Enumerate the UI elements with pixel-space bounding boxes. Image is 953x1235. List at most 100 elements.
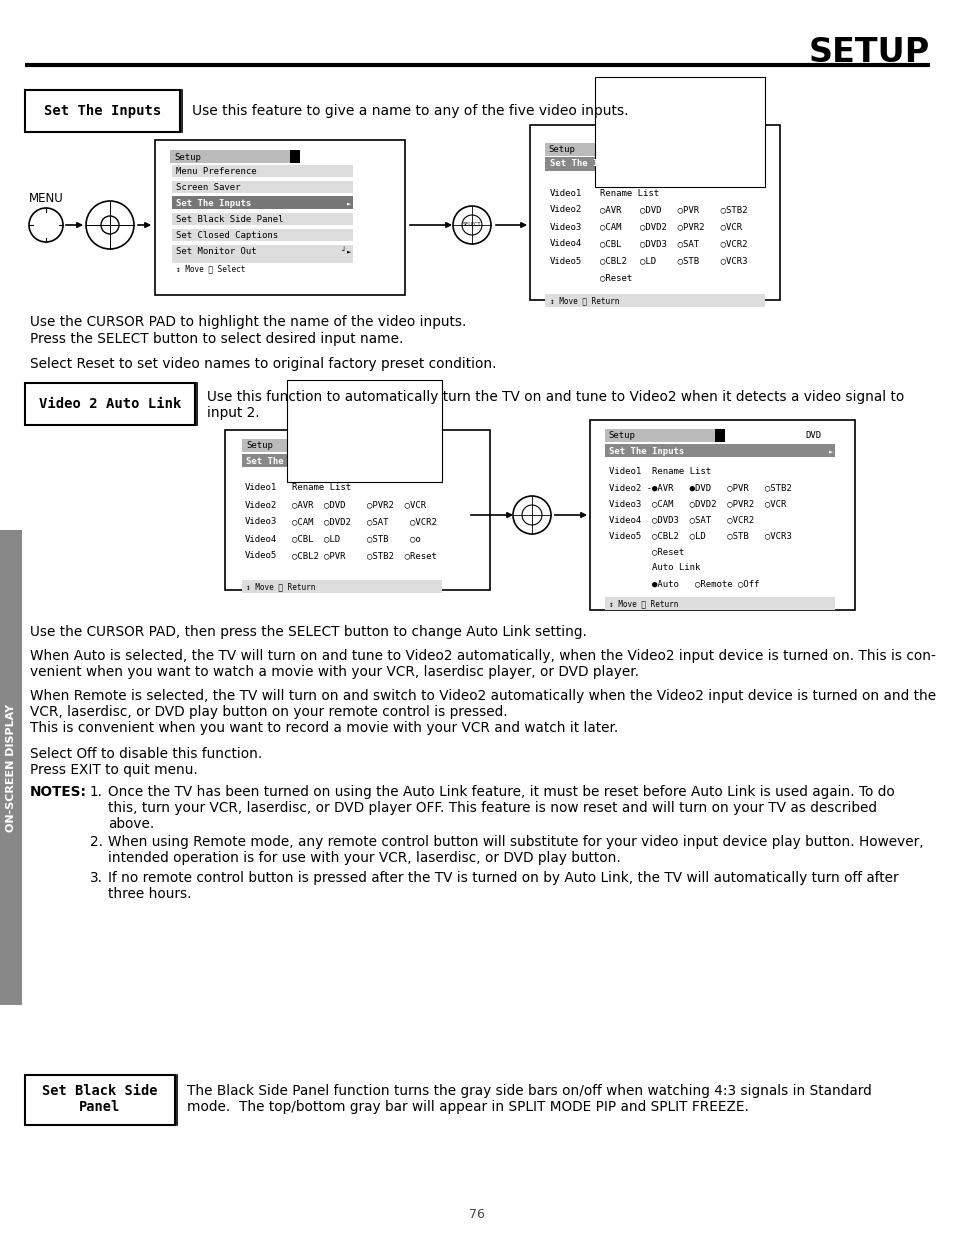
Text: If no remote control button is pressed after the TV is turned on by Auto Link, t: If no remote control button is pressed a…	[108, 871, 898, 885]
Text: 2.: 2.	[90, 835, 103, 848]
Text: Use the CURSOR PAD, then press the SELECT button to change Auto Link setting.: Use the CURSOR PAD, then press the SELEC…	[30, 625, 586, 638]
Bar	[154, 140, 405, 295]
Text: Setup: Setup	[607, 431, 634, 441]
Bar	[172, 228, 353, 241]
Text: When Auto is selected, the TV will turn on and tune to Video2 automatically, whe: When Auto is selected, the TV will turn …	[30, 650, 935, 663]
Text: ↕ Move Ⓢ Return: ↕ Move Ⓢ Return	[608, 599, 678, 609]
Text: ►: ►	[347, 200, 351, 206]
Text: Video3: Video3	[245, 517, 277, 526]
Text: Press the SELECT button to select desired input name.: Press the SELECT button to select desire…	[30, 332, 403, 346]
Text: ON-SCREEN DISPLAY: ON-SCREEN DISPLAY	[6, 704, 16, 831]
Text: ○CAM: ○CAM	[292, 517, 314, 526]
Text: Set The Inputs: Set The Inputs	[246, 457, 321, 466]
Text: Auto Link: Auto Link	[608, 563, 700, 573]
Text: three hours.: three hours.	[108, 887, 192, 902]
Bar	[172, 245, 353, 257]
Text: input 2.: input 2.	[207, 406, 259, 420]
Text: The Black Side Panel function turns the gray side bars on/off when watching 4:3 : The Black Side Panel function turns the …	[187, 1084, 871, 1098]
Text: This is convenient when you want to record a movie with your VCR and watch it la: This is convenient when you want to reco…	[30, 721, 618, 735]
Bar	[604, 597, 834, 610]
Text: Set The Inputs: Set The Inputs	[175, 199, 251, 207]
Text: Video2: Video2	[550, 205, 581, 215]
Text: ○AVR: ○AVR	[292, 500, 314, 510]
Text: Setup: Setup	[246, 441, 273, 451]
Text: Set Black Side: Set Black Side	[42, 1084, 157, 1098]
Bar	[544, 157, 764, 170]
Text: Select Off to disable this function.: Select Off to disable this function.	[30, 747, 262, 761]
Text: ○DVD2  ○PVR2   ○VCR: ○DVD2 ○PVR2 ○VCR	[639, 222, 741, 231]
Text: ○CAM: ○CAM	[599, 222, 620, 231]
Text: ○CBL2: ○CBL2	[599, 257, 626, 266]
Text: Video4: Video4	[550, 240, 581, 248]
Text: Set The Inputs: Set The Inputs	[608, 447, 683, 456]
Text: Video1  Rename List: Video1 Rename List	[608, 468, 710, 477]
Text: ●Auto   ○Remote ○Off: ●Auto ○Remote ○Off	[608, 579, 759, 589]
Bar	[649, 143, 659, 156]
Text: ○Reset: ○Reset	[599, 273, 632, 283]
Text: Use the CURSOR PAD to highlight the name of the video inputs.: Use the CURSOR PAD to highlight the name…	[30, 315, 466, 329]
Text: Once the TV has been turned on using the Auto Link feature, it must be reset bef: Once the TV has been turned on using the…	[108, 785, 894, 799]
Text: Video5: Video5	[245, 552, 277, 561]
Text: ○DVD   ○PVR    ○STB2: ○DVD ○PVR ○STB2	[639, 205, 747, 215]
Text: ○CBL: ○CBL	[599, 240, 620, 248]
Bar	[290, 149, 299, 163]
Text: ↕ Move Ⓢ Return: ↕ Move Ⓢ Return	[246, 583, 315, 592]
Text: 1.: 1.	[90, 785, 103, 799]
Text: Video4: Video4	[245, 535, 277, 543]
Text: ↕ Move Ⓢ Return: ↕ Move Ⓢ Return	[550, 296, 618, 305]
Text: Use this function to automatically turn the TV on and tune to Video2 when it det: Use this function to automatically turn …	[207, 390, 903, 404]
Bar	[172, 165, 353, 177]
Text: When using Remote mode, any remote control button will substitute for your video: When using Remote mode, any remote contr…	[108, 835, 923, 848]
Text: ┘: ┘	[340, 248, 345, 254]
Text: Video2: Video2	[245, 500, 277, 510]
Bar	[714, 429, 724, 442]
Text: Set Closed Captions: Set Closed Captions	[175, 231, 278, 240]
Text: When Remote is selected, the TV will turn on and switch to Video2 automatically : When Remote is selected, the TV will tur…	[30, 689, 935, 703]
Bar	[352, 438, 361, 452]
Text: DVD: DVD	[804, 431, 821, 441]
Text: ○DVD2   ○SAT    ○VCR2: ○DVD2 ○SAT ○VCR2	[324, 517, 436, 526]
Text: Setup: Setup	[173, 152, 201, 162]
Bar	[589, 420, 854, 610]
Bar	[25, 90, 180, 132]
Text: Video1: Video1	[550, 189, 581, 198]
Bar	[604, 445, 834, 457]
Text: Select Reset to set video names to original factory preset condition.: Select Reset to set video names to origi…	[30, 357, 496, 370]
Text: SETUP: SETUP	[808, 36, 929, 68]
Bar	[0, 530, 22, 1005]
Bar	[25, 1074, 174, 1125]
Text: Video2 -●AVR   ●DVD   ○PVR   ○STB2: Video2 -●AVR ●DVD ○PVR ○STB2	[608, 483, 791, 493]
Text: Menu Preference: Menu Preference	[175, 167, 256, 175]
Text: Panel: Panel	[79, 1100, 120, 1114]
Text: Rename List: Rename List	[599, 189, 659, 198]
Text: ○LD     ○STB    ○o: ○LD ○STB ○o	[324, 535, 420, 543]
Text: mode.  The top/bottom gray bar will appear in SPLIT MODE PIP and SPLIT FREEZE.: mode. The top/bottom gray bar will appea…	[187, 1100, 748, 1114]
Text: MENU: MENU	[29, 191, 63, 205]
Bar	[172, 182, 353, 193]
Text: ►: ►	[436, 458, 439, 464]
Bar	[544, 294, 764, 308]
Text: ○DVD3  ○SAT    ○VCR2: ○DVD3 ○SAT ○VCR2	[639, 240, 747, 248]
Bar	[595, 77, 764, 186]
Text: Set The Inputs: Set The Inputs	[45, 104, 161, 119]
Text: SELECT: SELECT	[462, 222, 480, 227]
Bar	[225, 430, 490, 590]
Text: Set Black Side Panel: Set Black Side Panel	[175, 215, 283, 224]
Text: Video4  ○DVD3  ○SAT   ○VCR2: Video4 ○DVD3 ○SAT ○VCR2	[608, 515, 753, 525]
Text: ►: ►	[760, 161, 763, 167]
Text: ○CBL2: ○CBL2	[292, 552, 318, 561]
Text: Video1: Video1	[245, 483, 277, 493]
Text: 76: 76	[469, 1209, 484, 1221]
Bar	[242, 580, 441, 593]
Text: Setup: Setup	[547, 146, 575, 154]
Text: Press EXIT to quit menu.: Press EXIT to quit menu.	[30, 763, 197, 777]
Text: ↕ Move Ⓢ Select: ↕ Move Ⓢ Select	[175, 264, 245, 273]
Text: ►: ►	[347, 248, 351, 254]
Text: above.: above.	[108, 818, 154, 831]
Bar	[172, 196, 353, 209]
Text: ○Reset: ○Reset	[608, 547, 683, 557]
Text: Video3  ○CAM   ○DVD2  ○PVR2  ○VCR: Video3 ○CAM ○DVD2 ○PVR2 ○VCR	[608, 499, 785, 509]
Text: 3.: 3.	[90, 871, 103, 885]
Bar	[25, 383, 194, 425]
Text: ►: ►	[828, 448, 832, 454]
